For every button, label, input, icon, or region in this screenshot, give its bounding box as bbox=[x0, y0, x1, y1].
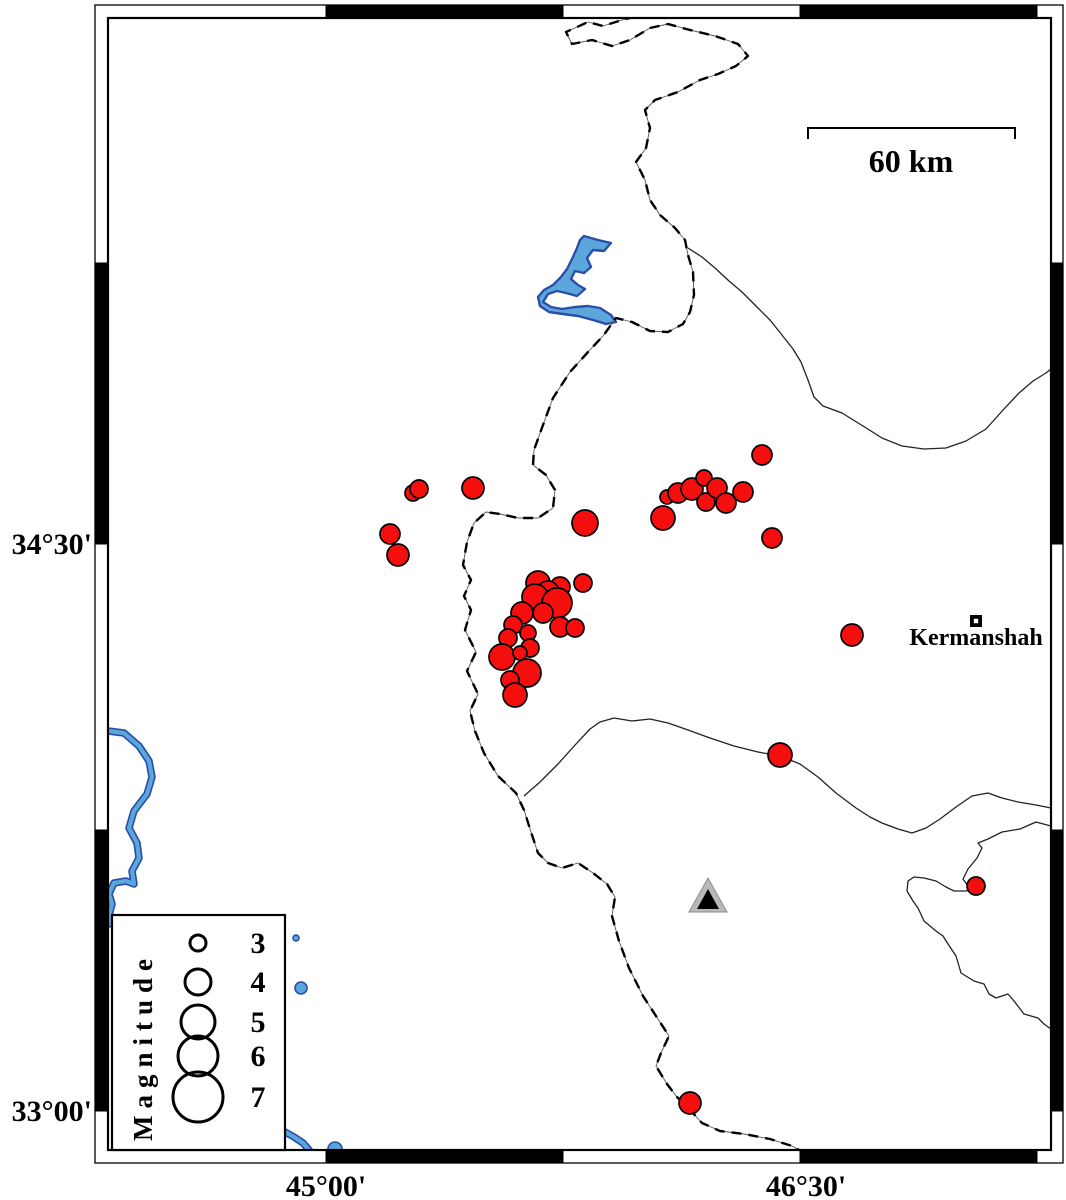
legend-value-4: 4 bbox=[251, 966, 266, 999]
frame-segment bbox=[326, 1150, 563, 1163]
legend-value-6: 6 bbox=[251, 1040, 266, 1073]
legend-circle bbox=[179, 1003, 217, 1041]
legend-value-3: 3 bbox=[251, 927, 266, 960]
legend-value-7: 7 bbox=[251, 1081, 266, 1114]
pond bbox=[292, 934, 300, 942]
geography-layer bbox=[108, 18, 1051, 1150]
earthquake-epicenter bbox=[732, 481, 754, 503]
longitude-label-45-00: 45°00' bbox=[286, 1170, 366, 1200]
earthquake-epicenter bbox=[840, 623, 864, 647]
city-marker-center bbox=[973, 618, 979, 624]
legend-circles bbox=[171, 933, 225, 1124]
earthquake-epicenter bbox=[715, 492, 737, 514]
station-triangle-inner-icon bbox=[697, 889, 719, 909]
legend-circle bbox=[188, 933, 208, 953]
earthquake-epicenter bbox=[678, 1091, 702, 1115]
pond bbox=[294, 981, 308, 995]
earthquake-epicenter bbox=[409, 479, 429, 499]
earthquake-epicenter bbox=[386, 543, 410, 567]
international-border-underlay bbox=[462, 18, 801, 1150]
city-label-kermanshah: Kermanshah bbox=[909, 625, 1042, 651]
earthquake-epicenter bbox=[761, 527, 783, 549]
earthquake-epicenter bbox=[751, 444, 773, 466]
frame-segment bbox=[800, 5, 1037, 18]
earthquake-epicenter bbox=[488, 643, 516, 671]
earthquake-epicenter bbox=[767, 742, 793, 768]
boundary-line bbox=[523, 717, 1051, 834]
earthquake-epicenter bbox=[461, 476, 485, 500]
latitude-label-33-00: 33°00' bbox=[12, 1095, 92, 1128]
earthquake-epicenter bbox=[565, 618, 585, 638]
legend-box bbox=[110, 913, 287, 1152]
scale-bar-bracket bbox=[807, 127, 1016, 139]
earthquake-epicenter bbox=[696, 492, 716, 512]
earthquake-epicenter bbox=[379, 523, 401, 545]
map-frame bbox=[94, 4, 1064, 1164]
earthquake-epicenter bbox=[571, 509, 599, 537]
scale-bar bbox=[807, 127, 1016, 139]
earthquake-epicenter bbox=[502, 682, 528, 708]
longitude-label-46-30: 46°30' bbox=[766, 1170, 846, 1200]
frame-inner-rect bbox=[106, 16, 1053, 1152]
magnitude-legend: Magnitude 3 4 5 6 7 bbox=[110, 913, 287, 1152]
frame-segment bbox=[95, 263, 108, 544]
frame-segment bbox=[95, 830, 108, 1111]
scale-bar-label: 60 km bbox=[869, 143, 954, 179]
frame-segment bbox=[1051, 830, 1063, 1111]
frame-outer-rect bbox=[94, 4, 1064, 1164]
frame-segment bbox=[326, 5, 563, 18]
latitude-label-34-30: 34°30' bbox=[12, 528, 92, 561]
earthquake-epicenter bbox=[966, 876, 986, 896]
epicenters-layer bbox=[379, 444, 986, 1115]
boundary-line bbox=[906, 821, 1051, 1030]
markers-layer bbox=[688, 615, 982, 913]
legend-circle bbox=[176, 1034, 220, 1078]
international-border-dashed bbox=[461, 18, 802, 1150]
earthquake-epicenter bbox=[650, 505, 676, 531]
legend-circle bbox=[183, 967, 213, 997]
legend-value-5: 5 bbox=[251, 1006, 266, 1039]
earthquake-epicenter bbox=[573, 573, 593, 593]
river-line bbox=[108, 728, 155, 927]
earthquake-epicenter bbox=[532, 602, 554, 624]
legend-title: Magnitude bbox=[128, 952, 158, 1141]
river-line bbox=[282, 1129, 312, 1150]
legend-circle bbox=[171, 1070, 225, 1124]
boundary-line bbox=[687, 247, 1051, 450]
lake bbox=[536, 234, 618, 326]
earthquake-epicenter bbox=[512, 645, 528, 661]
frame-segment bbox=[800, 1150, 1037, 1163]
frame-segment bbox=[1051, 263, 1063, 544]
